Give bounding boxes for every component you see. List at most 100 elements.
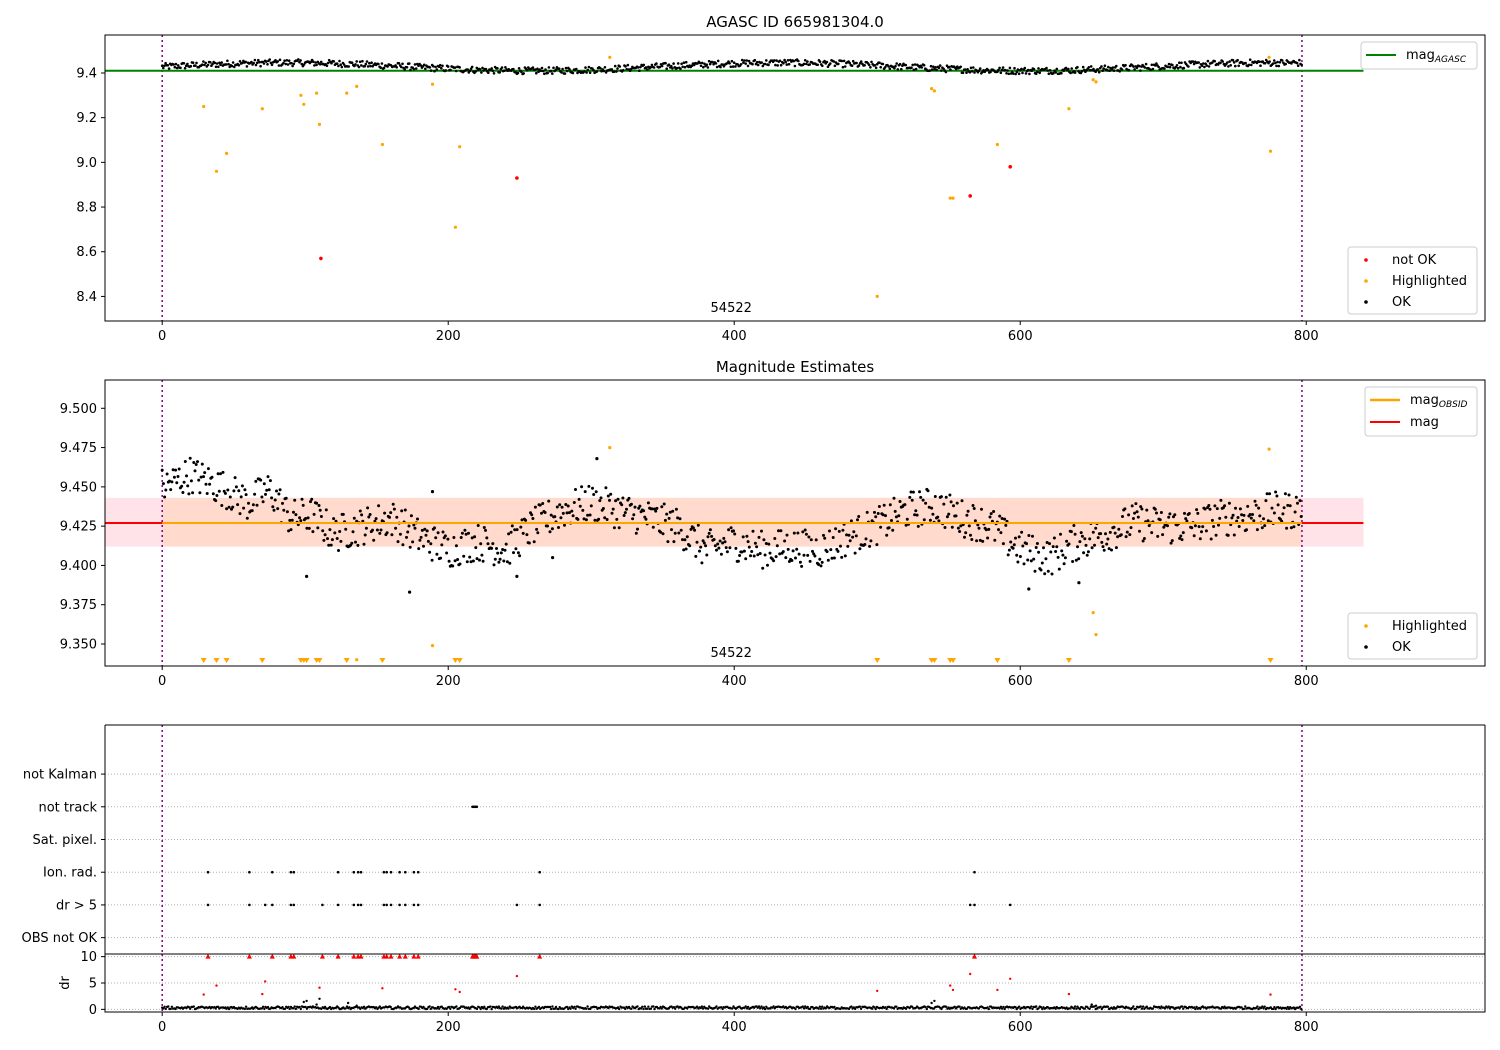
ok-point [1073, 71, 1077, 74]
ok-point [668, 510, 672, 514]
ok-point [1256, 1005, 1259, 1008]
ok-point [920, 66, 924, 69]
ok-point [357, 65, 361, 69]
ok-point [519, 525, 523, 529]
ok-point [1131, 517, 1135, 520]
ok-point [171, 468, 175, 472]
ok-point [283, 59, 286, 62]
ok-point [521, 531, 525, 535]
ok-point [1221, 60, 1224, 63]
ok-point [1127, 68, 1131, 72]
ok-point [790, 559, 794, 562]
ok-point [1235, 519, 1239, 523]
ok-point [497, 560, 501, 564]
ok-point [206, 63, 210, 67]
ok-point [204, 482, 208, 486]
ok-point [1275, 64, 1278, 68]
ok-point [664, 61, 667, 65]
flag-point [538, 903, 541, 907]
ok-point [818, 60, 822, 63]
ok-point [189, 64, 193, 68]
ok-point [1268, 492, 1272, 496]
ok-point [1205, 64, 1208, 67]
ok-point [218, 61, 221, 65]
ok-point [1294, 495, 1298, 499]
not-ok-point [454, 988, 457, 991]
ok-point [1101, 69, 1104, 72]
ok-point [675, 66, 679, 70]
ok-point [646, 68, 649, 71]
ok-point [944, 70, 948, 74]
flag-label: OBS not OK [22, 931, 98, 946]
ok-point [873, 64, 877, 67]
ok-point [626, 63, 630, 67]
ok-point [566, 504, 570, 508]
ok-point [182, 62, 186, 65]
ok-point [354, 540, 357, 544]
ok-point [707, 531, 711, 535]
agasc-xtick-label: 400 [722, 329, 747, 344]
ok-point [701, 1007, 705, 1010]
ok-point [568, 68, 571, 71]
ok-point [160, 468, 164, 472]
estimates-ytick-label: 9.350 [60, 638, 97, 653]
ok-point [364, 526, 368, 530]
agasc-plot-area [105, 35, 1364, 321]
ok-point [304, 1005, 307, 1009]
mag-obsid-legend-subscript: OBSID [1439, 400, 1468, 410]
ok-point [625, 67, 628, 71]
ok-point [642, 63, 646, 67]
ok-point [759, 1007, 762, 1010]
ok-point [1242, 1007, 1246, 1010]
ok-point [408, 545, 412, 549]
ok-point [1207, 504, 1211, 507]
ok-point [1192, 534, 1196, 538]
ok-point [247, 501, 250, 505]
ok-point [615, 517, 619, 521]
ok-point [478, 68, 482, 71]
ok-point [168, 479, 171, 483]
ok-point [1274, 490, 1278, 494]
ok-point [255, 61, 259, 65]
ok-point [162, 66, 165, 70]
ok-point [754, 62, 758, 66]
ok-point [594, 490, 598, 494]
not-ok-point [458, 990, 461, 994]
ok-point [194, 64, 197, 67]
ok-point [610, 68, 614, 71]
not-ok-legend-marker [1364, 258, 1368, 262]
capped-point [246, 953, 252, 959]
ok-point [1087, 66, 1091, 69]
ok-point [262, 62, 266, 65]
ok-point [747, 545, 751, 549]
ok-point [618, 65, 622, 68]
ok-point [430, 490, 435, 494]
ok-point [177, 467, 181, 471]
ok-point [492, 72, 496, 75]
ok-point [1187, 65, 1190, 68]
flag-label: dr > 5 [56, 898, 97, 913]
ok-point [379, 528, 383, 532]
ok-point [595, 1005, 598, 1009]
ok-point [475, 1007, 479, 1011]
ok-point [160, 64, 164, 67]
capped-point [397, 953, 403, 959]
ok-point [803, 528, 807, 532]
ok-point [182, 480, 186, 484]
ok-point [458, 66, 462, 69]
ok-point [1260, 526, 1264, 530]
ok-point [501, 548, 505, 551]
flag-point [336, 870, 340, 874]
ok-point [623, 511, 627, 515]
ok-point [395, 66, 399, 69]
ok-point [744, 557, 748, 561]
ok-point [183, 460, 187, 463]
ok-point [706, 66, 710, 69]
ok-point [758, 552, 762, 555]
ok-point [965, 513, 969, 517]
flags-plot-area [105, 725, 1485, 954]
highlighted-point [355, 84, 359, 88]
ok-point [581, 508, 585, 512]
ok-point [740, 58, 744, 62]
agasc-ytick-label: 9.0 [76, 156, 97, 171]
